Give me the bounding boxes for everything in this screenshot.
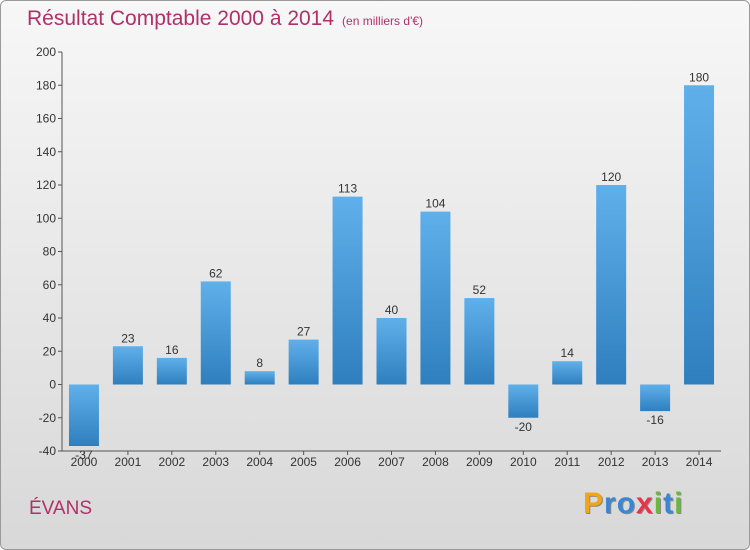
bar-value-label: 16	[165, 343, 179, 357]
logo-letter: o	[616, 487, 637, 520]
bar-value-label: -20	[515, 420, 533, 434]
bar-value-label: -37	[75, 448, 93, 462]
bar-value-label: 113	[338, 182, 357, 196]
x-tick-label: 2004	[246, 455, 273, 469]
y-tick-label: 80	[43, 245, 57, 259]
bar	[640, 384, 671, 412]
bar	[596, 185, 627, 385]
chart-title-unit: (en milliers d'€)	[342, 14, 424, 28]
y-tick-label: 200	[36, 45, 56, 59]
logo-letter: r	[604, 487, 617, 520]
city-name: ÉVANS	[29, 498, 93, 519]
logo-letter: t	[663, 487, 675, 520]
bar-value-label: 120	[601, 170, 621, 184]
bar	[684, 85, 715, 385]
x-tick-label: 2013	[642, 455, 669, 469]
bar	[376, 318, 407, 385]
x-tick-label: 2009	[466, 455, 493, 469]
x-tick-label: 2008	[422, 455, 449, 469]
logo-letter: i	[674, 487, 684, 520]
bar-value-label: 62	[209, 266, 223, 280]
y-tick-label: 60	[43, 278, 57, 292]
bar-value-label: 180	[689, 70, 709, 84]
y-tick-label: -40	[39, 444, 57, 458]
x-tick-label: 2002	[158, 455, 185, 469]
logo-letter: i	[653, 487, 664, 520]
bar-value-label: -16	[646, 413, 664, 427]
bar-value-label: 40	[385, 303, 399, 317]
bar	[200, 281, 231, 385]
y-tick-label: 100	[36, 211, 56, 225]
bar	[288, 339, 319, 385]
bar-value-label: 8	[256, 356, 263, 370]
y-tick-label: 180	[36, 78, 56, 92]
logo-letter: P	[583, 487, 605, 520]
bar-value-label: 27	[297, 325, 311, 339]
y-tick-label: 20	[43, 344, 57, 358]
y-tick-label: 140	[36, 145, 56, 159]
x-tick-label: 2007	[378, 455, 405, 469]
x-tick-label: 2011	[554, 455, 580, 469]
bar-value-label: 104	[425, 197, 445, 211]
bar	[464, 298, 495, 385]
x-tick-label: 2014	[686, 455, 713, 469]
bar	[156, 357, 187, 385]
x-tick-label: 2010	[510, 455, 537, 469]
y-tick-label: -20	[39, 411, 57, 425]
y-tick-label: 0	[49, 378, 56, 392]
y-tick-label: 40	[43, 311, 57, 325]
x-tick-label: 2006	[334, 455, 361, 469]
x-tick-label: 2001	[115, 455, 142, 469]
bar	[244, 371, 275, 385]
y-tick-label: 160	[36, 112, 56, 126]
y-tick-label: 120	[36, 178, 56, 192]
x-tick-label: 2003	[202, 455, 229, 469]
bar	[68, 384, 99, 447]
x-tick-label: 2005	[290, 455, 317, 469]
chart-title: Résultat Comptable 2000 à 2014	[27, 7, 335, 30]
bar	[332, 196, 363, 385]
bar-value-label: 52	[473, 283, 487, 297]
bar	[508, 384, 539, 418]
bar-value-label: 23	[121, 331, 135, 345]
logo-letter: x	[636, 487, 654, 520]
bar-value-label: 14	[561, 346, 575, 360]
bar	[552, 361, 583, 385]
bar	[420, 211, 451, 385]
proxiti-logo: Proxiti	[583, 487, 683, 521]
chart-title-block: Résultat Comptable 2000 à 2014 (en millie…	[27, 7, 423, 31]
bar	[112, 346, 143, 385]
x-tick-label: 2012	[598, 455, 625, 469]
x-tick-label: 2000	[71, 455, 98, 469]
